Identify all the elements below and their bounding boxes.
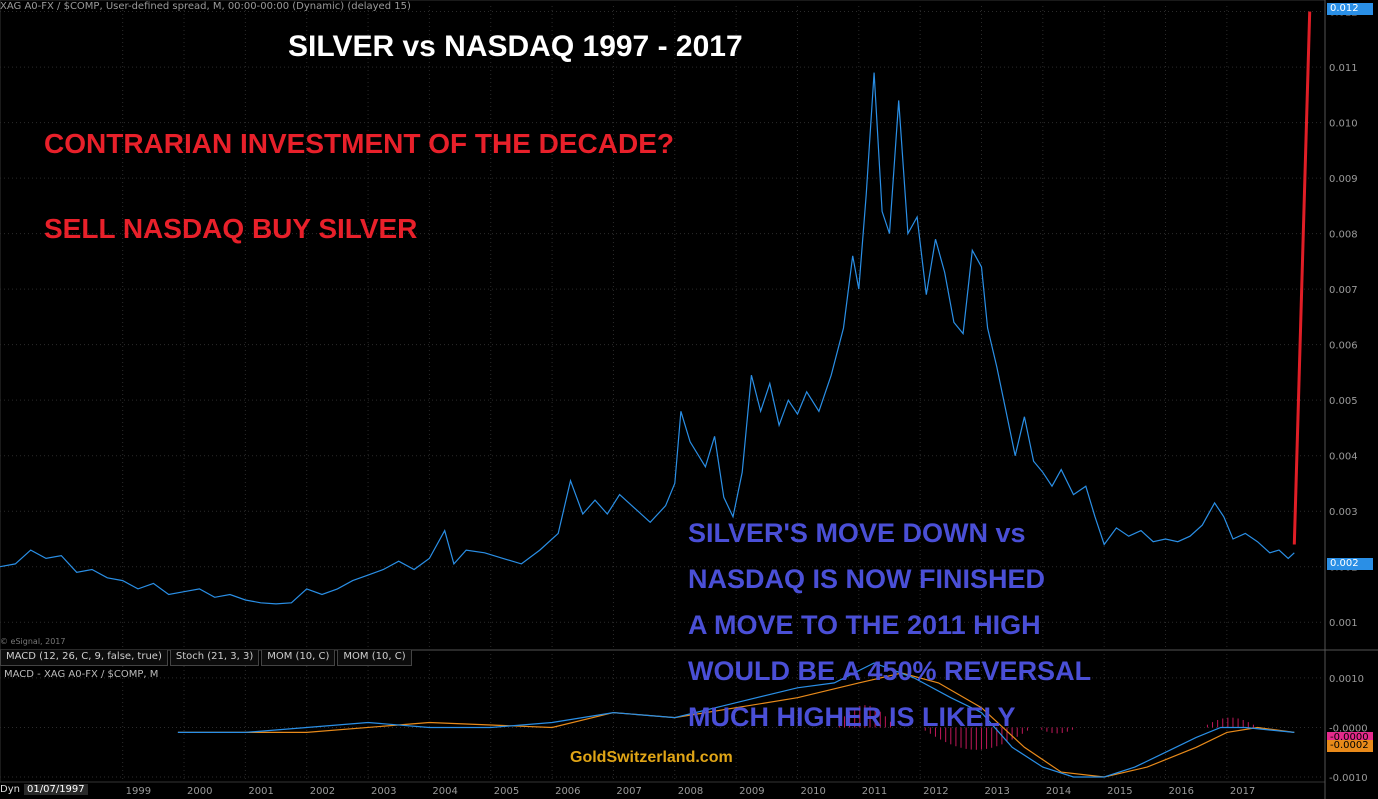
x-tick-label: 2003 — [371, 786, 396, 797]
y-tick-label: 0.010 — [1329, 119, 1358, 130]
chart-lines — [0, 11, 1312, 778]
blue-annotation-line: NASDAQ IS NOW FINISHED — [688, 564, 1046, 594]
tab-mom-2[interactable]: MOM (10, C) — [337, 650, 412, 666]
indicator-tabs: MACD (12, 26, C, 9, false, true) Stoch (… — [0, 650, 414, 666]
chart-title: SILVER vs NASDAQ 1997 - 2017 — [288, 30, 743, 63]
x-tick-label: 2015 — [1107, 786, 1132, 797]
x-tick-label: 2011 — [862, 786, 887, 797]
x-tick-label: 2016 — [1169, 786, 1194, 797]
y-tick-label: 0.004 — [1329, 452, 1358, 463]
macd-y-tick-label: 0.0010 — [1329, 674, 1364, 685]
price-ratio-line — [0, 72, 1295, 605]
tab-macd[interactable]: MACD (12, 26, C, 9, false, true) — [0, 650, 168, 666]
macd-y-tick-label: -0.0000 — [1329, 723, 1368, 734]
y-tick-label: 0.009 — [1329, 174, 1358, 185]
x-tick-label: 2010 — [800, 786, 825, 797]
x-tick-label: 2012 — [923, 786, 948, 797]
y-axis: 0.0010.0020.0030.0040.0050.0060.0070.008… — [1329, 8, 1368, 784]
blue-annotation-line: MUCH HIGHER IS LIKELY — [688, 702, 1016, 732]
tab-mom-1[interactable]: MOM (10, C) — [261, 650, 336, 666]
blue-annotation-line: WOULD BE A 450% REVERSAL — [688, 656, 1092, 686]
signal-line — [177, 672, 1295, 778]
top-price-badge: 0.012 — [1327, 3, 1373, 15]
macd-line — [177, 662, 1295, 778]
x-tick-label: 2008 — [678, 786, 703, 797]
blue-annotation: SILVER'S MOVE DOWN vs NASDAQ IS NOW FINI… — [688, 510, 1208, 740]
x-tick-label: 2006 — [555, 786, 580, 797]
x-tick-label: 2005 — [494, 786, 519, 797]
x-tick-label: 1999 — [126, 786, 151, 797]
copyright-text: © eSignal, 2017 — [0, 637, 66, 646]
macd-y-tick-label: -0.0010 — [1329, 773, 1368, 784]
macd-panel-label: MACD - XAG A0-FX / $COMP, M — [4, 669, 159, 680]
y-tick-label: 0.001 — [1329, 618, 1358, 629]
dyn-label[interactable]: Dyn — [0, 784, 20, 795]
red-annotation-2: SELL NASDAQ BUY SILVER — [44, 213, 418, 244]
y-tick-label: 0.007 — [1329, 285, 1358, 296]
blue-annotation-line: SILVER'S MOVE DOWN vs — [688, 518, 1026, 548]
y-tick-label: 0.008 — [1329, 230, 1358, 241]
x-axis: 1999 2000 2001 2002 2003 2004 2005 2006 2007 2008… — [126, 786, 1256, 797]
x-tick-label: 2002 — [310, 786, 335, 797]
signal-badge: -0.0002 — [1327, 740, 1373, 752]
x-tick-label: 2017 — [1230, 786, 1255, 797]
watermark: GoldSwitzerland.com — [570, 749, 733, 766]
projection-line — [1292, 11, 1312, 545]
red-annotation-1: CONTRARIAN INVESTMENT OF THE DECADE? — [44, 128, 674, 159]
y-tick-label: 0.005 — [1329, 396, 1358, 407]
x-tick-label: 2004 — [432, 786, 457, 797]
x-tick-label: 2007 — [616, 786, 641, 797]
x-tick-label: 2009 — [739, 786, 764, 797]
x-tick-label: 2001 — [248, 786, 273, 797]
tab-stoch[interactable]: Stoch (21, 3, 3) — [169, 650, 260, 666]
y-tick-label: 0.011 — [1329, 63, 1358, 74]
y-tick-label: 0.003 — [1329, 507, 1358, 518]
cursor-date: 01/07/1997 — [24, 784, 88, 795]
x-tick-label: 2013 — [984, 786, 1009, 797]
x-tick-label: 2014 — [1046, 786, 1071, 797]
x-tick-label: 2000 — [187, 786, 212, 797]
chart-header: XAG A0-FX / $COMP, User-defined spread, … — [0, 1, 411, 12]
macd-histogram — [838, 705, 1254, 750]
blue-annotation-line: A MOVE TO THE 2011 HIGH — [688, 610, 1041, 640]
last-price-badge: 0.002 — [1327, 558, 1373, 570]
y-tick-label: 0.006 — [1329, 341, 1358, 352]
